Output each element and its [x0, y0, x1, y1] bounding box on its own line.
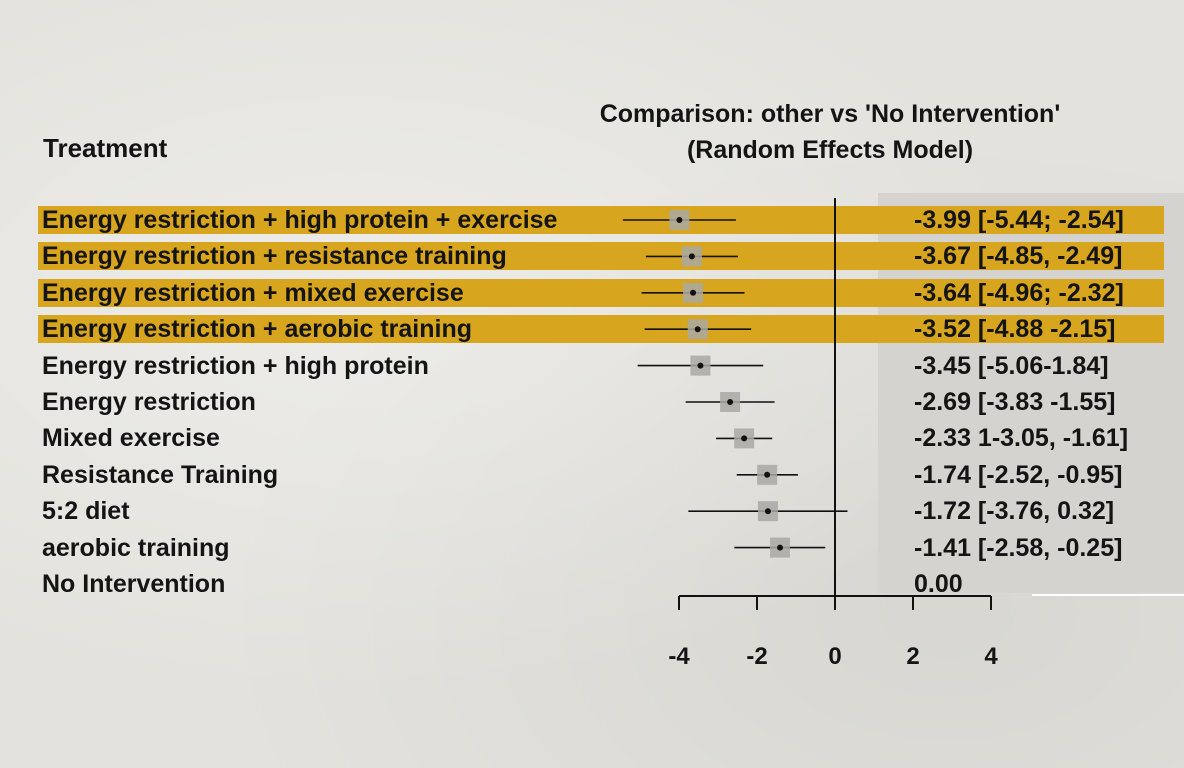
point-estimate-dot [697, 362, 704, 369]
treatment-label: Energy restriction [42, 388, 256, 416]
estimate-ci-text: -3.99 [-5.44; -2.54] [914, 206, 1124, 234]
treatment-row: Energy restriction + high protein -3.45 [… [0, 349, 1184, 383]
estimate-ci-text: -1.72 [-3.76, 0.32] [914, 497, 1115, 526]
chart-title-line-1: Comparison: other vs 'No Intervention' [599, 100, 1061, 128]
chart-title-line-2: (Random Effects Model) [686, 136, 974, 164]
point-estimate-dot [764, 508, 771, 515]
estimate-ci-text: -3.45 [-5.06-1.84] [914, 351, 1109, 380]
estimate-ci-text: -2.33 1-3.05, -1.61] [914, 424, 1129, 453]
point-estimate-dot [777, 544, 784, 551]
treatment-label: Mixed exercise [42, 424, 220, 453]
treatment-row: aerobic training -1.41 [-2.58, -0.25] [0, 531, 1184, 565]
treatment-label: Energy restriction + high protein [42, 351, 429, 380]
highlight-band [38, 242, 1164, 271]
point-estimate-dot [694, 326, 701, 333]
x-tick-label: 0 [828, 643, 841, 670]
treatment-label: Energy restriction + high protein + exer… [42, 206, 558, 234]
treatment-label: Energy restriction + aerobic training [42, 315, 472, 344]
x-tick-label: 2 [906, 643, 919, 670]
estimate-ci-text: -1.41 [-2.58, -0.25] [914, 533, 1123, 562]
treatment-column-header: Treatment [43, 133, 168, 163]
treatment-label: 5:2 diet [42, 497, 130, 526]
treatment-label: Resistance Training [42, 460, 279, 489]
highlight-band [38, 278, 1164, 307]
highlight-band [38, 206, 1164, 234]
treatment-row: Energy restriction -2.69 [-3.83 -1.55] [0, 385, 1184, 419]
treatment-row: No Intervention 0.00 [0, 567, 1184, 601]
point-estimate-dot [676, 217, 683, 223]
estimate-ci-text: -1.74 [-2.52, -0.95] [914, 460, 1123, 489]
estimate-ci-text: -3.52 [-4.88 -2.15] [914, 315, 1116, 344]
treatment-row: Energy restriction + high protein + exer… [0, 203, 1184, 237]
treatment-row: Mixed exercise -2.33 1-3.05, -1.61] [0, 421, 1184, 455]
point-estimate-dot [727, 399, 734, 405]
treatment-label: aerobic training [42, 533, 230, 562]
x-tick-label: -2 [746, 643, 767, 670]
highlight-band [38, 315, 1164, 344]
point-estimate-dot [741, 435, 748, 442]
estimate-ci-text: 0.00 [914, 570, 963, 598]
panel-underline [1032, 594, 1184, 596]
x-tick-label: -4 [668, 643, 690, 670]
treatment-label: No Intervention [42, 570, 226, 598]
treatment-row: 5:2 diet -1.72 [-3.76, 0.32] [0, 494, 1184, 528]
treatment-row: Energy restriction + mixed exercise -3.64… [0, 276, 1184, 310]
treatment-label: Energy restriction + resistance training [42, 242, 507, 271]
point-estimate-dot [764, 471, 771, 478]
treatment-row: Energy restriction + resistance training… [0, 239, 1184, 273]
x-tick-label: 4 [984, 643, 998, 670]
estimate-ci-text: -3.64 [-4.96; -2.32] [914, 278, 1124, 307]
treatment-label: Energy restriction + mixed exercise [42, 278, 464, 307]
treatment-row: Resistance Training -1.74 [-2.52, -0.95] [0, 458, 1184, 492]
estimate-ci-text: -2.69 [-3.83 -1.55] [914, 388, 1116, 416]
treatment-row: Energy restriction + aerobic training -3.… [0, 312, 1184, 346]
point-estimate-dot [688, 253, 695, 260]
chart-title: Comparison: other vs 'No Intervention' (… [545, 96, 1115, 168]
estimate-ci-text: -3.67 [-4.85, -2.49] [914, 242, 1123, 271]
point-estimate-dot [690, 289, 697, 296]
